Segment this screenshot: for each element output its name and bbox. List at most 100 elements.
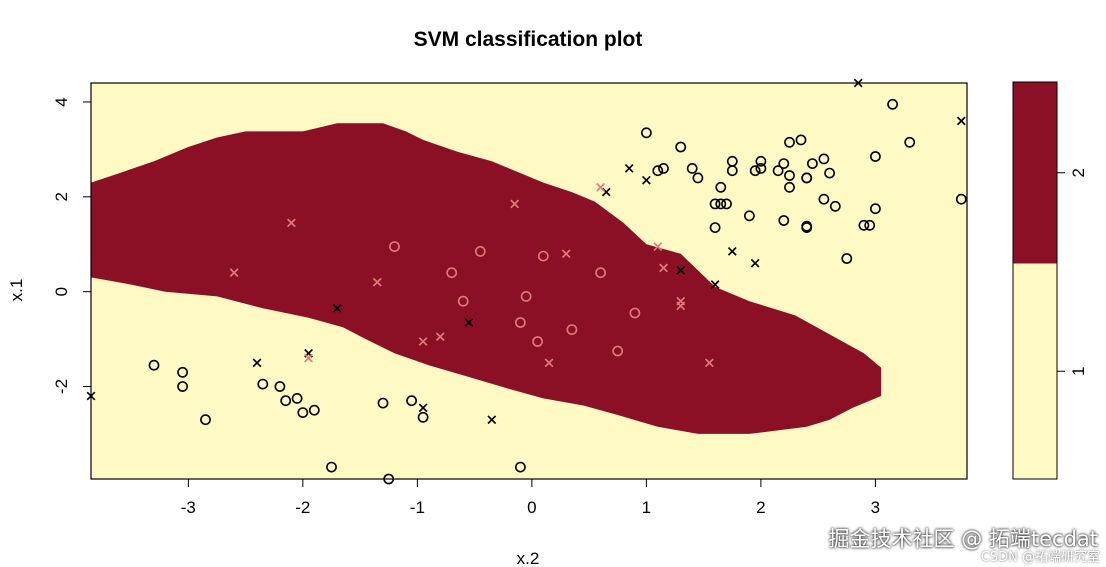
point-circle [200,414,211,426]
point-cross [418,403,428,413]
point-circle [652,165,664,177]
point-cross [727,246,737,256]
y-axis-title: x.1 [7,279,26,302]
point-circle [686,162,698,174]
point-circle [474,245,486,257]
point-circle [675,141,687,153]
point-circle [818,193,830,205]
point-circle [755,155,767,167]
point-cross [304,353,313,363]
point-circle [887,98,898,110]
point-cross [286,218,296,228]
point-circle [715,198,727,210]
point-circle [532,336,543,347]
point-cross [544,358,554,368]
y-tick-label: -2 [52,379,71,394]
point-circle [807,158,818,169]
point-circle [457,295,469,307]
point-circle [784,136,795,148]
point-circle [658,162,669,174]
point-cross [229,268,239,278]
point-circle [709,222,721,233]
point-circle [818,153,830,165]
point-cross [464,318,474,327]
data-points [86,78,967,485]
point-cross [624,163,634,173]
chart-title: SVM classification plot [414,28,643,51]
point-cross [676,301,686,311]
point-cross [487,415,497,425]
watermark-subtext: CSDN @拓端研究室 [980,550,1100,565]
legend-swatch-1 [1013,263,1057,479]
point-circle [177,366,188,378]
legend-swatch-2 [1013,82,1057,264]
point-cross [659,263,668,273]
y-tick-label: 0 [52,287,71,296]
point-circle [709,198,721,210]
point-circle [515,461,526,473]
point-circle [566,324,578,335]
point-cross [561,249,571,259]
point-circle [755,162,767,174]
y-tick-label: 2 [52,192,71,201]
legend-level-label: 2 [1069,168,1088,177]
point-circle [280,395,292,407]
y-tick-label: 4 [52,97,71,106]
point-circle [829,200,841,212]
point-circle [744,210,755,222]
point-circle [257,378,269,390]
x-tick-label: -1 [410,498,425,517]
plot-panel [86,78,968,485]
point-cross [332,303,342,313]
legend-border [1012,81,1058,480]
legend-ticks: 12 [1057,168,1088,376]
point-circle [515,317,526,328]
point-circle [537,250,549,262]
point-circle [595,267,606,279]
point-circle [274,381,286,392]
point-circle [784,170,795,181]
point-circle [308,404,320,416]
point-cross [653,242,663,252]
point-cross [372,277,382,287]
point-circle [297,407,309,418]
x-tick-label: 1 [642,498,651,517]
point-circle [721,198,732,210]
point-circle [520,290,532,302]
point-circle [389,241,400,252]
point-circle [801,220,813,232]
x-tick-label: 2 [756,498,765,517]
x-axis: -3 -2 -1 0 1 2 3 [181,479,880,517]
point-cross [704,358,714,368]
point-circle [870,151,881,162]
point-circle [406,395,417,407]
class-2-decision-region [91,123,882,434]
x-axis-title: x.2 [517,549,540,567]
point-circle [870,203,881,215]
point-circle [446,267,458,279]
point-cross [510,199,520,209]
point-circle [177,381,188,392]
y-axis: -2 0 2 4 [52,97,91,394]
x-tick-label: -2 [295,498,310,517]
point-circle [726,165,738,177]
point-cross [252,358,262,368]
point-circle [326,461,337,473]
point-circle [824,167,835,179]
point-cross [710,280,720,289]
point-circle [778,215,790,226]
point-cross [641,175,651,185]
point-circle [377,397,389,409]
point-circle [641,127,652,139]
point-cross [435,332,445,342]
point-circle [715,181,727,193]
point-circle [864,219,876,231]
point-circle [629,307,641,319]
x-tick-label: -3 [181,498,196,517]
point-circle [778,158,790,169]
point-circle [417,411,429,423]
legend-colorbar: 12 [1012,81,1088,480]
point-cross [750,258,760,268]
point-cross [956,116,966,126]
point-cross [418,337,428,346]
